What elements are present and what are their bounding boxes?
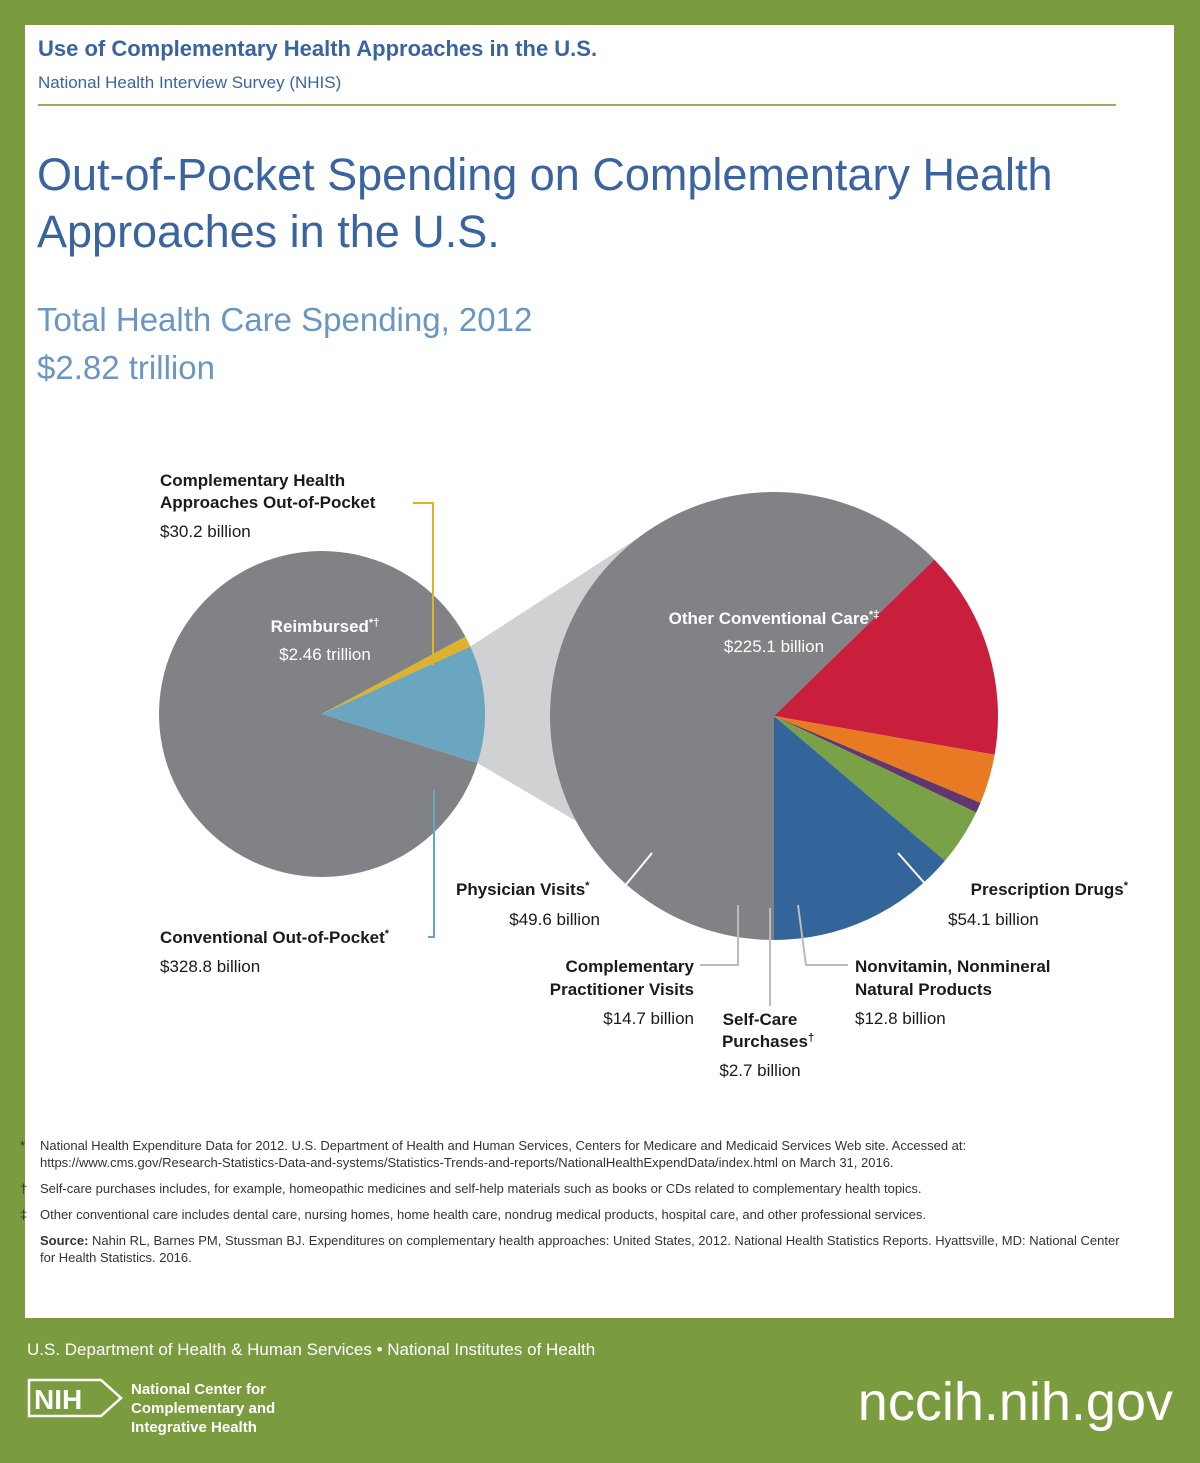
chart-subtitle-line1: Total Health Care Spending, 2012 bbox=[37, 301, 533, 338]
nccih-name-line3: Integrative Health bbox=[131, 1419, 257, 1436]
label-comp-line1: Complementary bbox=[566, 957, 695, 976]
footnote-2: † Self-care purchases includes, for exam… bbox=[20, 1180, 1130, 1197]
slice-reimbursed bbox=[158, 551, 478, 878]
nih-logo: NIH bbox=[27, 1378, 123, 1418]
header-divider bbox=[38, 104, 1116, 106]
label-prescription: Prescription Drugs* bbox=[971, 880, 1129, 899]
leader-prescription bbox=[897, 852, 942, 888]
header-subtitle: National Health Interview Survey (NHIS) bbox=[38, 73, 342, 92]
label-self-line2: Purchases† bbox=[722, 1032, 814, 1051]
chart-subtitle: Total Health Care Spending, 2012 $2.82 t… bbox=[37, 296, 532, 392]
slice-rx bbox=[774, 559, 999, 755]
value-reimbursed: $2.46 trillion bbox=[279, 645, 371, 664]
leader-cha bbox=[413, 502, 434, 665]
chart-total: $2.82 trillion bbox=[37, 349, 215, 386]
value-other-conventional: $225.1 billion bbox=[724, 637, 824, 656]
label-cop: Conventional Out-of-Pocket* bbox=[160, 928, 390, 947]
leader-nvnm bbox=[797, 904, 848, 966]
nccih-name-line1: National Center for bbox=[131, 1381, 267, 1398]
label-nvnm-line2: Natural Products bbox=[855, 980, 992, 999]
footnote-1-text: National Health Expenditure Data for 201… bbox=[40, 1138, 967, 1170]
footnote-2-text: Self-care purchases includes, for exampl… bbox=[40, 1181, 922, 1196]
label-comp-line2: Practitioner Visits bbox=[550, 980, 694, 999]
value-nvnm: $12.8 billion bbox=[855, 1009, 946, 1028]
slice-comp bbox=[774, 716, 977, 861]
source-citation: Source: Nahin RL, Barnes PM, Stussman BJ… bbox=[20, 1232, 1130, 1266]
nccih-name: National Center for Complementary and In… bbox=[131, 1380, 275, 1437]
value-cop: $328.8 billion bbox=[160, 957, 260, 976]
source-text: Nahin RL, Barnes PM, Stussman BJ. Expend… bbox=[40, 1233, 1120, 1265]
nccih-name-line2: Complementary and bbox=[131, 1400, 276, 1417]
label-reimbursed: Reimbursed*† bbox=[271, 617, 380, 636]
website-url[interactable]: nccih.nih.gov bbox=[857, 1372, 1173, 1432]
value-comp: $14.7 billion bbox=[603, 1009, 694, 1028]
footnote-3: ‡ Other conventional care includes denta… bbox=[20, 1206, 1130, 1223]
footnote-1: * National Health Expenditure Data for 2… bbox=[20, 1137, 1130, 1171]
value-cha: $30.2 billion bbox=[160, 522, 251, 541]
label-cha-line1: Complementary Health bbox=[160, 471, 345, 490]
main-title: Out-of-Pocket Spending on Complementary … bbox=[37, 149, 1053, 257]
slice-conventional-out-of-pocket bbox=[322, 646, 485, 764]
leader-physician bbox=[610, 852, 653, 888]
label-other-conventional: Other Conventional Care*‡ bbox=[669, 609, 880, 628]
label-self-line1: Self-Care bbox=[723, 1010, 798, 1029]
value-self: $2.7 billion bbox=[719, 1061, 800, 1080]
footnote-3-symbol: ‡ bbox=[20, 1207, 28, 1222]
footnote-3-text: Other conventional care includes dental … bbox=[40, 1207, 926, 1222]
nih-logo-text: NIH bbox=[34, 1384, 82, 1415]
value-prescription: $54.1 billion bbox=[948, 910, 1039, 929]
leader-cop bbox=[428, 790, 435, 938]
footer-agencies: U.S. Department of Health & Human Servic… bbox=[27, 1340, 596, 1359]
slice-nvnm bbox=[774, 716, 995, 803]
footnote-1-symbol: * bbox=[20, 1138, 26, 1153]
label-physician: Physician Visits* bbox=[456, 880, 590, 899]
slice-self bbox=[774, 716, 981, 813]
slice-phys bbox=[774, 716, 945, 940]
value-physician: $49.6 billion bbox=[509, 910, 600, 929]
header-title: Use of Complementary Health Approaches i… bbox=[38, 36, 598, 61]
footnote-2-symbol: † bbox=[20, 1181, 28, 1196]
label-cha-line2: Approaches Out-of-Pocket bbox=[160, 493, 376, 512]
label-nvnm-line1: Nonvitamin, Nonmineral bbox=[855, 957, 1051, 976]
footnotes: * National Health Expenditure Data for 2… bbox=[20, 1137, 1130, 1275]
source-label: Source: bbox=[40, 1233, 89, 1248]
slice-other bbox=[550, 492, 935, 941]
leader-comp bbox=[700, 905, 739, 966]
